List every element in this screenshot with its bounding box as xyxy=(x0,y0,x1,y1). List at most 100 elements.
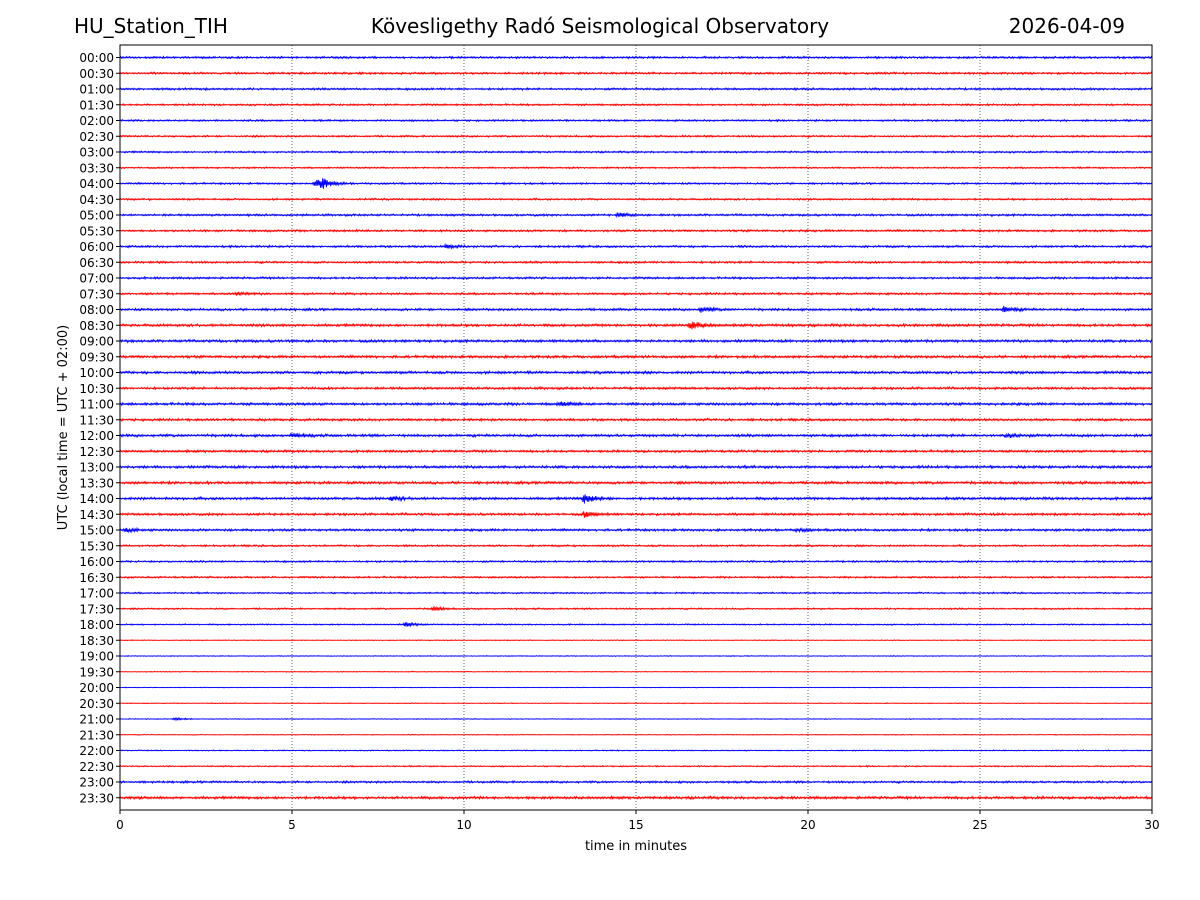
trace-0030 xyxy=(119,71,1153,76)
y-tick-label: 14:00 xyxy=(79,492,114,506)
trace-0530 xyxy=(119,228,1153,233)
y-tick-label: 21:00 xyxy=(79,713,114,727)
x-axis-label: time in minutes xyxy=(585,839,687,854)
trace-2100 xyxy=(119,716,1153,722)
trace-0100 xyxy=(119,86,1153,92)
trace-1100 xyxy=(119,400,1153,407)
y-tick-label: 01:00 xyxy=(79,83,114,97)
trace-1300 xyxy=(119,464,1153,470)
trace-1730 xyxy=(119,605,1153,612)
trace-1600 xyxy=(119,559,1153,564)
trace-1330 xyxy=(119,479,1153,486)
trace-0300 xyxy=(119,149,1153,155)
trace-1800 xyxy=(119,621,1153,628)
y-tick-label: 04:00 xyxy=(79,177,114,191)
y-tick-label: 05:00 xyxy=(79,209,114,223)
y-tick-label: 02:00 xyxy=(79,114,114,128)
y-tick-label: 22:30 xyxy=(79,760,114,774)
y-tick-label: 03:00 xyxy=(79,146,114,160)
y-tick-label: 18:00 xyxy=(79,618,114,632)
station-label: HU_Station_TIH xyxy=(74,14,228,38)
trace-0730 xyxy=(119,291,1153,297)
x-tick-label: 25 xyxy=(972,818,987,832)
y-axis-label: UTC (local time = UTC + 02:00) xyxy=(56,325,71,530)
trace-0830 xyxy=(119,321,1153,330)
trace-0500 xyxy=(119,211,1153,219)
trace-2000 xyxy=(119,686,1153,689)
y-tick-label: 06:00 xyxy=(79,240,114,254)
trace-1200 xyxy=(119,432,1153,439)
y-tick-label: 01:30 xyxy=(79,98,114,112)
trace-1030 xyxy=(119,385,1153,391)
x-tick-label: 15 xyxy=(628,818,643,832)
y-tick-label: 08:00 xyxy=(79,303,114,317)
y-tick-label: 15:00 xyxy=(79,524,114,538)
trace-1930 xyxy=(119,670,1153,673)
y-tick-label: 11:30 xyxy=(79,413,114,427)
trace-0630 xyxy=(119,260,1153,265)
x-tick-label: 0 xyxy=(116,818,124,832)
trace-2300 xyxy=(119,779,1153,785)
y-tick-label: 00:30 xyxy=(79,67,114,81)
trace-2030 xyxy=(119,702,1153,705)
y-tick-label: 07:00 xyxy=(79,272,114,286)
trace-0400 xyxy=(119,178,1153,189)
date-label: 2026-04-09 xyxy=(1008,14,1125,38)
y-tick-label: 20:30 xyxy=(79,697,114,711)
y-tick-label: 20:00 xyxy=(79,681,114,695)
observatory-title: Kövesligethy Radó Seismological Observat… xyxy=(370,14,830,38)
trace-2330 xyxy=(119,794,1153,801)
y-tick-label: 16:00 xyxy=(79,555,114,569)
trace-0800 xyxy=(119,305,1153,313)
y-tick-label: 07:30 xyxy=(79,287,114,301)
trace-1630 xyxy=(119,575,1153,580)
y-tick-label: 17:30 xyxy=(79,602,114,616)
trace-0330 xyxy=(119,166,1153,170)
y-tick-label: 09:00 xyxy=(79,335,114,349)
trace-1000 xyxy=(119,369,1153,376)
y-tick-label: 02:30 xyxy=(79,130,114,144)
y-tick-label: 19:30 xyxy=(79,665,114,679)
x-tick-label: 30 xyxy=(1144,818,1159,832)
x-tick-label: 20 xyxy=(800,818,815,832)
trace-1400 xyxy=(119,494,1153,504)
y-tick-label: 19:00 xyxy=(79,650,114,664)
trace-0000 xyxy=(119,55,1153,60)
y-tick-label: 11:00 xyxy=(79,398,114,412)
y-tick-label: 10:30 xyxy=(79,382,114,396)
y-tick-label: 12:00 xyxy=(79,429,114,443)
y-tick-label: 23:00 xyxy=(79,776,114,790)
trace-0700 xyxy=(119,275,1153,281)
trace-0430 xyxy=(119,197,1153,202)
trace-2130 xyxy=(119,733,1153,736)
y-tick-label: 06:30 xyxy=(79,256,114,270)
seismic-traces xyxy=(119,55,1153,801)
trace-0600 xyxy=(119,242,1153,250)
y-tick-label: 16:30 xyxy=(79,571,114,585)
y-tick-label: 13:30 xyxy=(79,476,114,490)
trace-1430 xyxy=(119,511,1153,518)
y-tick-label: 00:00 xyxy=(79,51,114,65)
trace-1230 xyxy=(119,448,1153,454)
y-tick-label: 04:30 xyxy=(79,193,114,207)
trace-1900 xyxy=(119,654,1153,658)
trace-0200 xyxy=(119,118,1153,123)
y-tick-label: 12:30 xyxy=(79,445,114,459)
y-tick-label: 21:30 xyxy=(79,728,114,742)
trace-1530 xyxy=(119,543,1153,548)
trace-2230 xyxy=(119,764,1153,768)
trace-1130 xyxy=(119,417,1153,423)
x-tick-label: 5 xyxy=(288,818,296,832)
y-tick-label: 17:00 xyxy=(79,587,114,601)
trace-2200 xyxy=(119,749,1153,752)
y-tick-label: 10:00 xyxy=(79,366,114,380)
y-tick-label: 05:30 xyxy=(79,224,114,238)
grid-lines xyxy=(291,45,981,810)
y-tick-label: 08:30 xyxy=(79,319,114,333)
y-tick-label: 14:30 xyxy=(79,508,114,522)
trace-1700 xyxy=(119,591,1153,595)
trace-0130 xyxy=(119,102,1153,107)
y-tick-label: 22:00 xyxy=(79,744,114,758)
y-tick-label: 03:30 xyxy=(79,161,114,175)
